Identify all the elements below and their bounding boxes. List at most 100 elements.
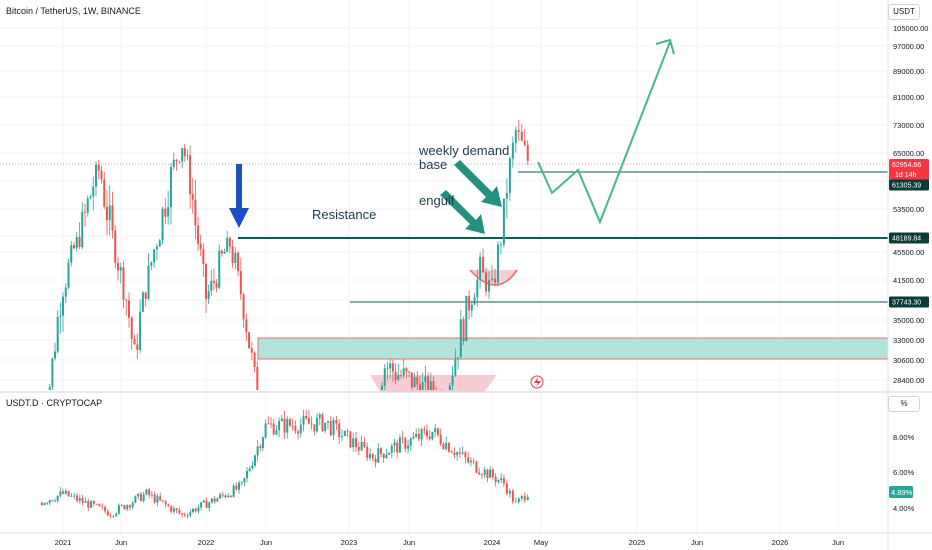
lightning-icon[interactable] <box>530 375 544 389</box>
price-axis[interactable]: 105000.00 97000.00 89000.00 81000.00 73000.0… <box>893 24 928 385</box>
usdtd-candle <box>232 485 235 497</box>
btc-candle <box>496 244 499 283</box>
btc-candle <box>250 348 253 353</box>
usdtd-candle <box>409 438 412 446</box>
btc-candle <box>108 205 111 221</box>
price-tag <box>889 179 929 191</box>
price-tick-label: 28400.00 <box>893 376 924 385</box>
btc-candle <box>511 142 514 159</box>
btc-candle <box>95 164 97 187</box>
btc-candle <box>421 382 424 390</box>
usdtd-candle <box>514 501 517 503</box>
usdtd-candle <box>377 448 380 463</box>
btc-candle <box>111 205 114 231</box>
time-axis[interactable]: 2021 Jun 2022 Jun 2023 Jun 2024 May 2025 Jun 2026 J… <box>55 538 844 547</box>
usdtd-candle <box>227 495 230 498</box>
btc-candle <box>488 280 491 292</box>
usdtd-candle <box>54 500 57 502</box>
btc-candle <box>125 299 128 301</box>
time-tick-label: 2023 <box>341 538 358 547</box>
btc-candle <box>158 240 161 247</box>
annotation-resistance: Resistance <box>312 207 376 222</box>
dominance-tag-value: 4.89% <box>891 488 913 497</box>
btc-candle <box>215 283 218 288</box>
usdtd-candle <box>275 430 278 435</box>
projection-path <box>537 41 671 225</box>
usdtd-candle <box>313 424 316 432</box>
usdtd-candle <box>210 498 213 503</box>
usdtd-candle <box>483 469 486 476</box>
usdtd-candle <box>161 500 164 502</box>
btc-candle <box>499 244 502 246</box>
usdtd-candle <box>307 418 310 424</box>
usdtd-candle <box>95 503 98 505</box>
usdtd-candle <box>379 448 382 454</box>
btc-candle <box>172 159 175 168</box>
btc-candle <box>505 193 508 199</box>
usdtd-candle <box>267 423 270 425</box>
btc-candle <box>237 252 240 272</box>
usdtd-candle <box>491 469 494 477</box>
usdtd-candle <box>302 416 305 425</box>
btc-candle <box>253 352 256 368</box>
btc-candle <box>207 290 210 299</box>
btc-candle <box>465 295 468 342</box>
dominance-axis[interactable]: 8.00% 6.00% 4.00% <box>893 433 915 513</box>
time-tick-label: 2026 <box>772 538 789 547</box>
btc-candle <box>383 368 386 386</box>
usdtd-candle <box>340 435 343 438</box>
btc-candle <box>502 198 505 245</box>
btc-candle <box>400 374 402 376</box>
btc-candle <box>186 155 189 157</box>
time-tick-label: May <box>534 538 548 547</box>
btc-candle <box>136 344 139 350</box>
btc-candle <box>476 279 479 298</box>
btc-candle <box>248 332 251 349</box>
btc-candle <box>457 357 460 360</box>
usdtd-candle <box>272 423 275 435</box>
price-tick-label: 53500.00 <box>893 205 924 214</box>
usdtd-candle <box>335 420 338 424</box>
usdtd-candle <box>90 501 93 508</box>
usdtd-candle <box>238 482 241 490</box>
btc-candle <box>84 211 86 213</box>
usdtd-candle <box>297 431 300 434</box>
usdtd-candle <box>92 501 95 504</box>
btc-candle <box>169 167 172 208</box>
btc-candle <box>144 292 147 299</box>
btc-candle <box>73 245 75 249</box>
usdtd-candle <box>505 483 508 494</box>
usdtd-candle <box>494 476 497 482</box>
btc-candle <box>491 278 493 281</box>
usdtd-candle <box>126 505 129 510</box>
currency-unit-button[interactable]: USDT <box>888 4 920 20</box>
btc-candle <box>178 161 181 163</box>
usdtd-candle <box>517 498 520 502</box>
btc-candle <box>150 262 153 266</box>
usdtd-candle <box>363 442 366 447</box>
usdtd-candle <box>456 452 459 456</box>
btc-candle <box>462 319 465 342</box>
usdtd-candles <box>40 410 529 519</box>
btc-candle <box>51 358 54 387</box>
usdtd-candle <box>404 438 407 449</box>
usdtd-candle <box>329 421 332 436</box>
btc-candle <box>223 251 226 254</box>
dominance-tick-label: 4.00% <box>893 504 915 513</box>
btc-candle <box>226 237 229 252</box>
usdtd-candle <box>59 491 62 496</box>
btc-candle <box>220 250 223 254</box>
projection-arrowhead <box>655 38 675 55</box>
usdtd-candle <box>183 514 186 516</box>
btc-candle <box>381 385 383 390</box>
percent-unit-button[interactable]: % <box>888 396 920 412</box>
usdtd-candle <box>197 507 200 512</box>
btc-candle <box>427 376 430 390</box>
btc-candle <box>189 155 192 195</box>
btc-candle <box>175 159 178 162</box>
btc-candle <box>470 304 473 311</box>
usdtd-candle <box>123 505 126 510</box>
btc-candle <box>48 386 51 390</box>
usdtd-candle <box>420 429 423 440</box>
